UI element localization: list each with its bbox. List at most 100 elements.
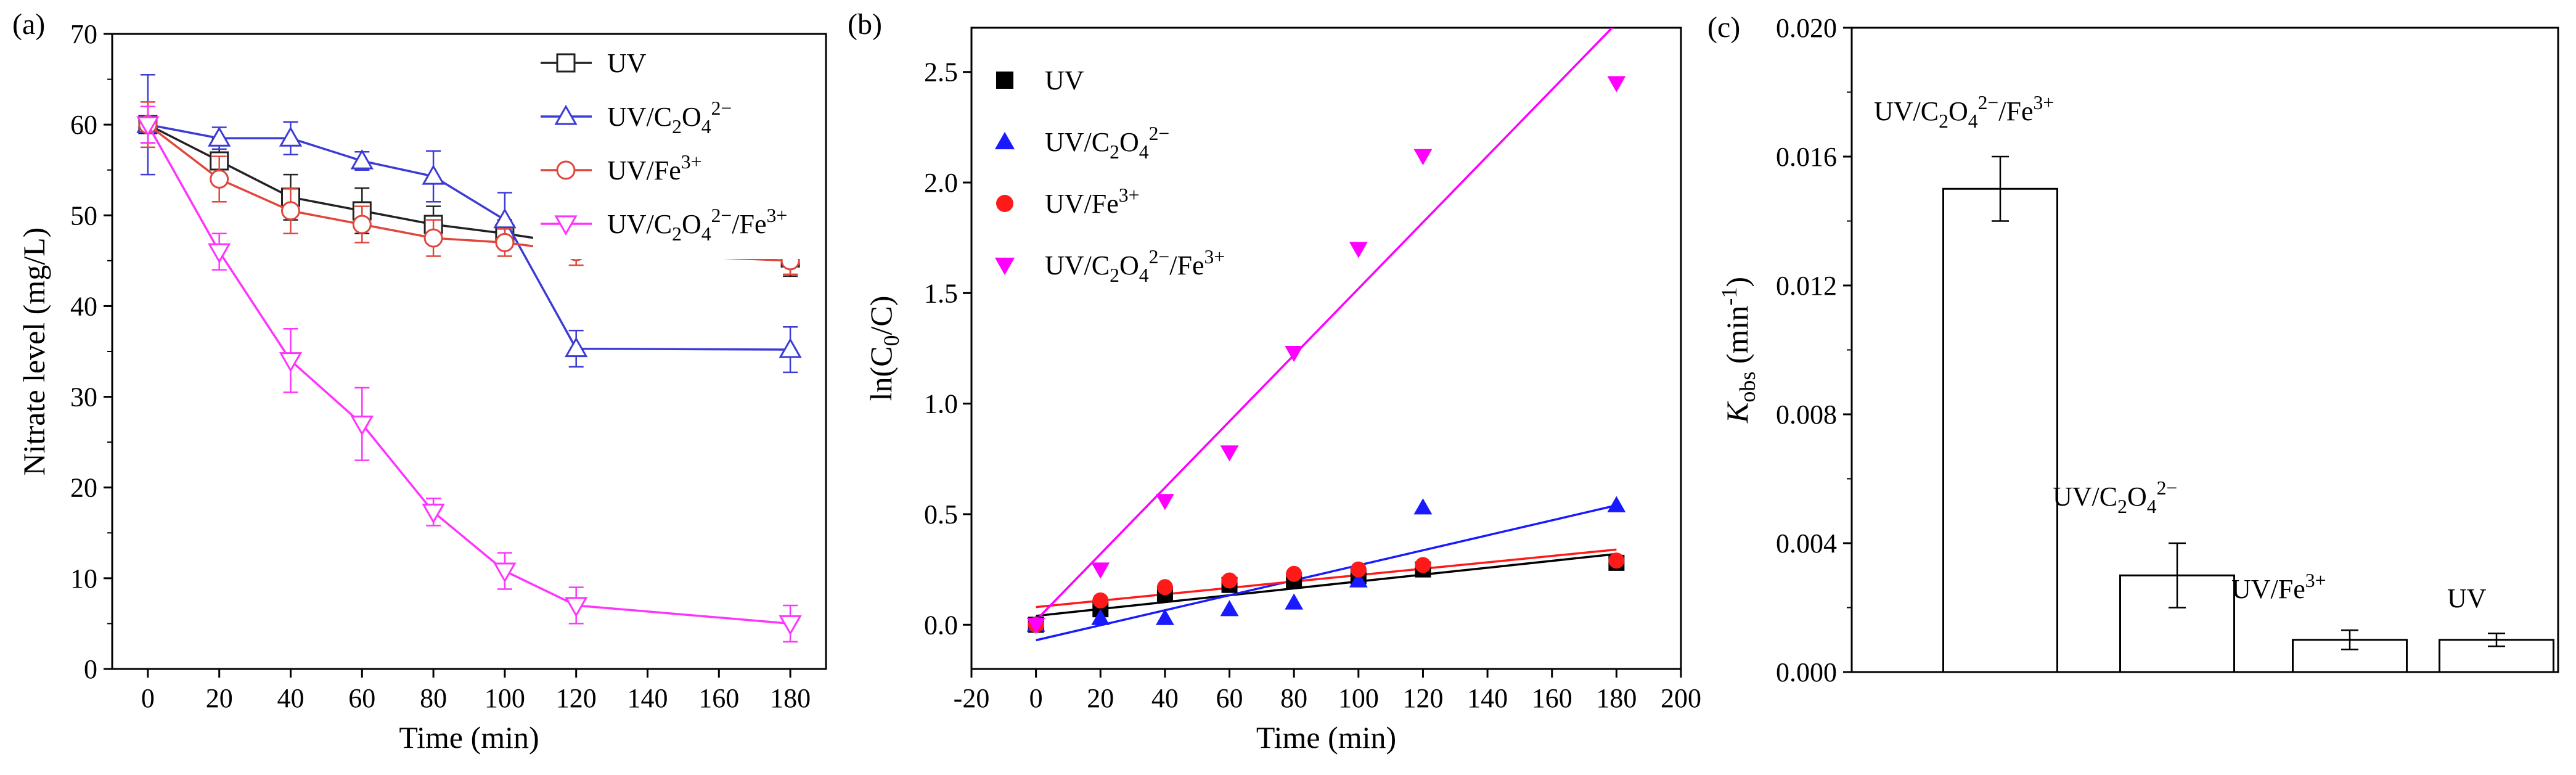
panel-a-x-tick-label: 20: [206, 683, 233, 713]
panel-b-legend-text-part: UV: [1045, 65, 1084, 96]
panel-a-x-tick-label: 60: [348, 683, 375, 713]
panel-a-legend-text-part: UV/C: [607, 209, 672, 239]
panel-a-point: [208, 243, 231, 264]
panel-b-point: [1220, 600, 1239, 617]
panel-a-y-tick-label: 10: [70, 564, 97, 594]
panel-c-bar-label-part: O: [2127, 482, 2147, 512]
panel-a-point: [423, 228, 443, 248]
panel-b-legend-text-part: 3+: [1204, 246, 1225, 268]
panel-a-point: [779, 337, 802, 358]
panel-b-x-tick-label: 60: [1216, 683, 1243, 713]
panel-a-legend-text-part: UV/C: [607, 102, 672, 132]
panel-c-bar-label-part: 2−: [2157, 477, 2178, 499]
panel-c-y-axis-title-part: K: [1720, 401, 1754, 424]
panel-c-bar-label-part: O: [1948, 96, 1968, 126]
panel-a-point: [210, 169, 229, 189]
panel-b-plot-area: [1035, 28, 1617, 642]
panel-b-point: [1285, 345, 1304, 363]
panel-b-x-tick-label: 0: [1029, 683, 1043, 713]
panel-a-legend-text-part: 2: [672, 116, 682, 137]
panel-a-point: [208, 126, 231, 147]
panel-a-legend-text: UV/C2O42−: [607, 97, 732, 137]
panel-a-x-tick-label: 100: [485, 683, 525, 713]
panel-b-legend-text: UV/C2O42−/Fe3+: [1045, 246, 1225, 286]
panel-a-point: [422, 503, 445, 524]
panel-c-y-tick-label: 0.020: [1776, 13, 1837, 43]
panel-a-x-tick-label: 40: [277, 683, 305, 713]
panel-b-point: [1413, 149, 1433, 165]
panel-a-legend-marker: [554, 215, 578, 236]
panel-c-bar: [1942, 187, 2058, 673]
panel-a-point: [422, 164, 445, 185]
panel-a-legend-marker: [556, 53, 576, 73]
panel-b-y-tick-label: 1.0: [924, 389, 958, 419]
panel-a-point: [565, 337, 588, 358]
panel-a-y-axis-title: Nitrate level (mg/L): [17, 228, 51, 476]
panel-b-y-axis-title-part: /C): [864, 296, 898, 335]
panel-b-point: [1607, 76, 1626, 92]
panel-b-y-tick-label: 1.5: [924, 278, 958, 308]
panel-b-point: [1349, 571, 1368, 588]
panel-b-y-axis-title-part: 0: [879, 335, 904, 346]
panel-a-point: [136, 116, 160, 137]
panel-a-point: [350, 416, 374, 436]
panel-a-x-tick-label: 140: [628, 683, 668, 713]
panel-b-legend-text: UV/C2O42−: [1045, 123, 1169, 163]
panel-b-x-tick-label: 40: [1151, 683, 1179, 713]
panel-b-x-tick-label: 80: [1280, 683, 1307, 713]
panel-b-point: [1156, 579, 1173, 596]
panel-c-y-tick-label: 0.008: [1776, 400, 1837, 430]
panel-b-x-tick-label: 160: [1532, 683, 1572, 713]
panel-c-y-axis-title: Kobs (min-1): [1717, 277, 1760, 424]
panel-a-legend-text-part: 2−: [711, 97, 732, 119]
panel-a-y-tick-label: 40: [70, 291, 97, 321]
panel-c-bar-label-part: UV/C: [2053, 482, 2117, 512]
panel-b-point: [1091, 609, 1110, 625]
panel-a-legend-text-part: 3+: [767, 205, 788, 226]
panel-b-point: [1608, 552, 1625, 569]
panel-b-legend-marker: [996, 195, 1013, 212]
panel-a-legend-text-part: UV: [607, 48, 647, 78]
panel-c-bar: [2439, 639, 2554, 673]
panel-b-legend-marker: [996, 72, 1013, 89]
panel-c-y-tick-label: 0.004: [1776, 528, 1837, 559]
panel-a-x-tick-label: 160: [698, 683, 739, 713]
panel-b-x-tick-label: 140: [1467, 683, 1508, 713]
panel-a-point: [779, 615, 802, 636]
panel-c-bar-label: UV: [2447, 583, 2487, 613]
panel-b-legend-text-part: UV/C: [1045, 250, 1110, 281]
panel-c-y-axis-title-part: ): [1720, 277, 1754, 287]
panel-b-legend-text-part: UV/Fe: [1045, 189, 1119, 219]
panel-a-legend-text-part: 2: [672, 223, 682, 245]
panel-a-legend-text-part: O: [682, 209, 701, 239]
panel-b-fit-line: [1036, 504, 1617, 642]
panel-a-x-tick-label: 180: [770, 683, 811, 713]
panel-b-y-tick-label: 0.0: [924, 610, 958, 640]
panel-c-bar-label-part: 2−: [1978, 92, 1999, 113]
panel-c-bar-label-part: 4: [1968, 110, 1978, 132]
panel-a-x-tick-label: 120: [556, 683, 597, 713]
panel-b-point: [1220, 445, 1239, 462]
panel-c-bar-label-part: 2: [1939, 110, 1948, 132]
panel-b-legend-marker: [994, 257, 1015, 276]
panel-a-y-tick-label: 0: [84, 654, 97, 684]
panel-a-series-line: [147, 124, 791, 625]
panel-b-legend-text-part: 4: [1139, 264, 1149, 286]
panel-b-fit-line: [1036, 548, 1617, 609]
panel-b-legend-text-part: 2: [1110, 141, 1119, 163]
panel-a-point: [279, 352, 303, 372]
panel-a-legend-bg: [533, 38, 823, 259]
panel-a-legend-text-part: 4: [701, 116, 711, 137]
panel-b-legend-text: UV: [1045, 65, 1084, 96]
panel-a-y-tick-label: 70: [70, 19, 97, 49]
panel-b-label: (b): [848, 8, 882, 41]
panel-b-point: [1155, 494, 1174, 511]
panel-b-x-tick-label: 20: [1087, 683, 1114, 713]
panel-b-point: [1350, 561, 1367, 578]
panel-b-x-tick-label: -20: [954, 683, 990, 713]
panel-a-legend-text-part: O: [682, 102, 701, 132]
panel-b-legend-text-part: O: [1119, 127, 1139, 157]
panel-c-y-tick-label: 0.000: [1776, 657, 1837, 687]
panel-b-x-axis-title: Time (min): [1256, 720, 1396, 755]
panel-b-point: [1221, 572, 1238, 589]
